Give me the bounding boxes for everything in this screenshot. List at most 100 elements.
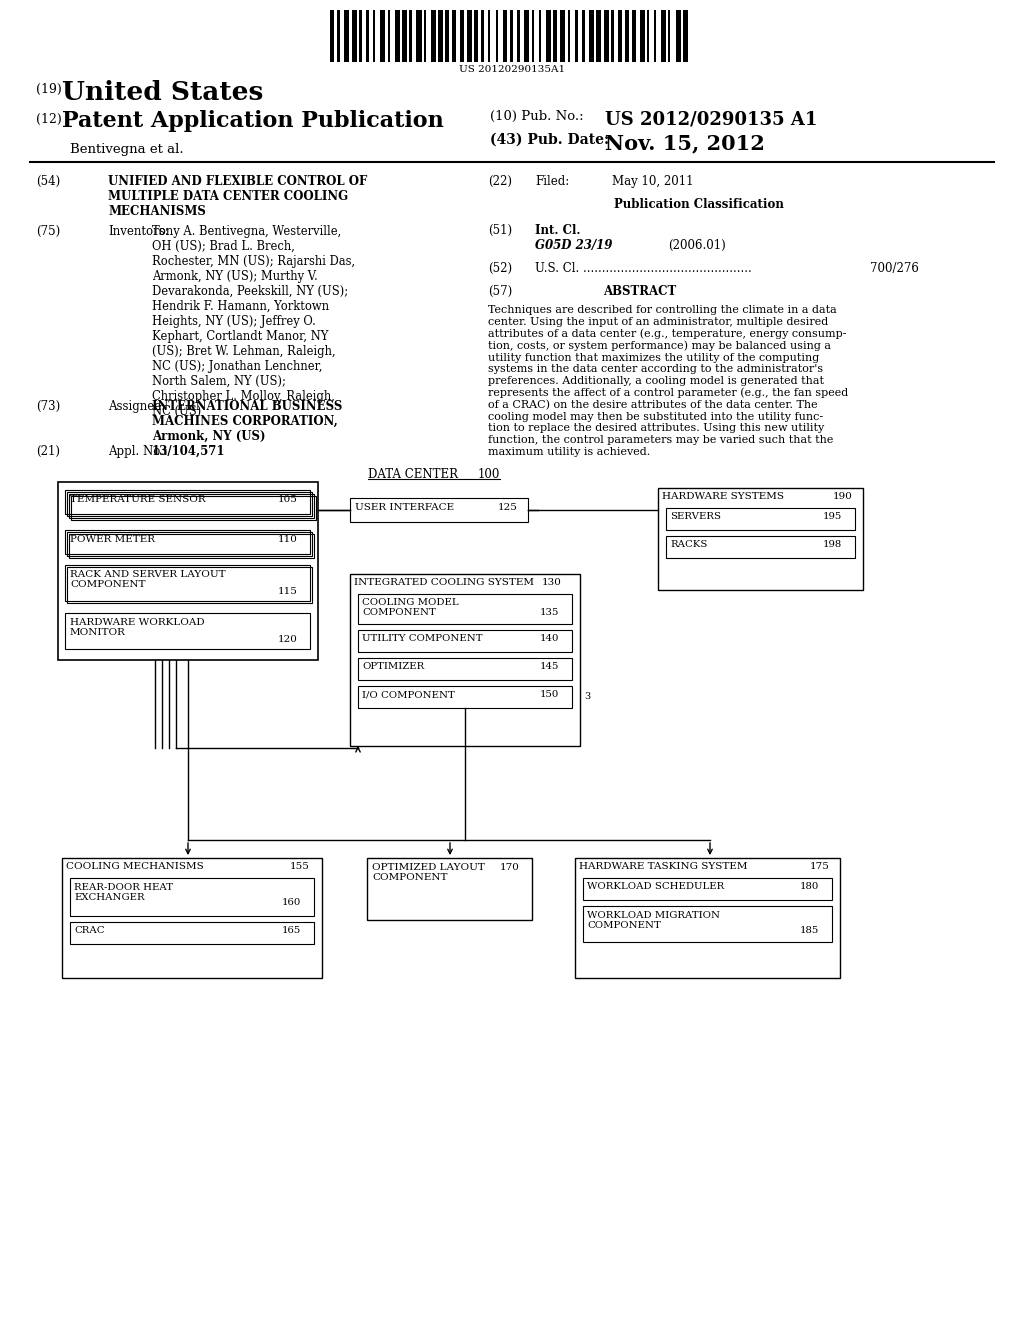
Text: Publication Classification: Publication Classification — [614, 198, 784, 211]
Bar — [65, 531, 310, 554]
Bar — [481, 11, 483, 62]
Bar — [583, 906, 831, 942]
Bar — [71, 496, 316, 520]
Bar — [553, 11, 557, 62]
Text: 155: 155 — [290, 862, 310, 871]
Text: (52): (52) — [488, 261, 512, 275]
Text: 198: 198 — [823, 540, 843, 549]
Text: 185: 185 — [800, 927, 819, 935]
Text: (43) Pub. Date:: (43) Pub. Date: — [490, 133, 609, 147]
Bar — [67, 492, 312, 516]
Text: U.S. Cl. .............................................: U.S. Cl. ...............................… — [535, 261, 752, 275]
Bar — [380, 11, 385, 62]
Text: COOLING MECHANISMS: COOLING MECHANISMS — [66, 862, 204, 871]
Text: 145: 145 — [540, 663, 559, 671]
Text: I/O COMPONENT: I/O COMPONENT — [362, 690, 455, 700]
Bar — [388, 11, 390, 62]
Bar — [67, 532, 312, 556]
Text: INTEGRATED COOLING SYSTEM: INTEGRATED COOLING SYSTEM — [354, 578, 534, 587]
Text: 115: 115 — [278, 587, 298, 597]
Bar — [510, 11, 513, 62]
Text: 105: 105 — [278, 495, 298, 504]
Bar — [640, 11, 645, 62]
Bar — [474, 11, 478, 62]
Text: 140: 140 — [540, 634, 559, 643]
Bar — [358, 11, 362, 62]
Text: SERVERS: SERVERS — [670, 512, 721, 521]
Bar — [610, 11, 613, 62]
Bar — [70, 921, 314, 944]
Bar — [546, 11, 551, 62]
Text: DATA CENTER: DATA CENTER — [368, 469, 458, 480]
Bar — [65, 612, 310, 649]
Text: United States: United States — [62, 81, 263, 106]
Text: 170: 170 — [500, 863, 520, 873]
Text: (12): (12) — [36, 114, 61, 125]
Text: INTERNATIONAL BUSINESS
MACHINES CORPORATION,
Armonk, NY (US): INTERNATIONAL BUSINESS MACHINES CORPORAT… — [152, 400, 342, 444]
Bar — [658, 488, 863, 590]
Text: (21): (21) — [36, 445, 60, 458]
Text: (19): (19) — [36, 83, 61, 96]
Text: 100: 100 — [478, 469, 501, 480]
Bar — [567, 11, 570, 62]
Bar — [574, 11, 578, 62]
Bar — [65, 565, 310, 601]
Text: (57): (57) — [488, 285, 512, 298]
Text: 135: 135 — [540, 609, 559, 616]
Text: Patent Application Publication: Patent Application Publication — [62, 110, 443, 132]
Bar — [410, 11, 413, 62]
Text: UTILITY COMPONENT: UTILITY COMPONENT — [362, 634, 482, 643]
Text: Int. Cl.: Int. Cl. — [535, 224, 581, 238]
Bar — [596, 11, 600, 62]
Text: USER INTERFACE: USER INTERFACE — [355, 503, 454, 512]
Bar — [503, 11, 507, 62]
Bar — [583, 878, 831, 900]
Text: (2006.01): (2006.01) — [668, 239, 726, 252]
Bar — [531, 11, 535, 62]
Bar — [517, 11, 520, 62]
Text: REAR-DOOR HEAT
EXCHANGER: REAR-DOOR HEAT EXCHANGER — [74, 883, 173, 903]
Bar — [337, 11, 340, 62]
Text: US 20120290135A1: US 20120290135A1 — [459, 65, 565, 74]
Bar — [575, 858, 840, 978]
Bar — [654, 11, 656, 62]
Bar — [438, 11, 442, 62]
Text: 110: 110 — [278, 535, 298, 544]
Text: Tony A. Bentivegna, Westerville,
OH (US); Brad L. Brech,
Rochester, MN (US); Raj: Tony A. Bentivegna, Westerville, OH (US)… — [152, 224, 355, 418]
Bar — [662, 11, 666, 62]
Text: WORKLOAD MIGRATION
COMPONENT: WORKLOAD MIGRATION COMPONENT — [587, 911, 720, 931]
Bar — [431, 11, 435, 62]
Bar — [350, 498, 528, 521]
Text: Techniques are described for controlling the climate in a data
center. Using the: Techniques are described for controlling… — [488, 305, 848, 457]
Text: 150: 150 — [540, 690, 559, 700]
Text: 13/104,571: 13/104,571 — [152, 445, 225, 458]
Bar — [539, 11, 542, 62]
Bar — [582, 11, 585, 62]
Text: (54): (54) — [36, 176, 60, 187]
Text: Nov. 15, 2012: Nov. 15, 2012 — [605, 133, 765, 153]
Text: (51): (51) — [488, 224, 512, 238]
Text: CRAC: CRAC — [74, 927, 104, 935]
Bar — [626, 11, 629, 62]
Bar — [460, 11, 465, 62]
Bar — [524, 11, 528, 62]
Bar — [560, 11, 565, 62]
Bar — [467, 11, 472, 62]
Bar — [58, 482, 318, 660]
Text: 130: 130 — [542, 578, 562, 587]
Bar — [69, 494, 314, 517]
Bar — [589, 11, 594, 62]
Bar — [367, 858, 532, 920]
Bar — [683, 11, 688, 62]
Text: COOLING MODEL
COMPONENT: COOLING MODEL COMPONENT — [362, 598, 459, 618]
Text: POWER METER: POWER METER — [70, 535, 155, 544]
Text: (22): (22) — [488, 176, 512, 187]
Text: (73): (73) — [36, 400, 60, 413]
Bar — [351, 11, 356, 62]
Bar — [603, 11, 608, 62]
Bar — [395, 11, 399, 62]
Text: 175: 175 — [810, 862, 829, 871]
Text: WORKLOAD SCHEDULER: WORKLOAD SCHEDULER — [587, 882, 724, 891]
Text: US 2012/0290135 A1: US 2012/0290135 A1 — [605, 110, 817, 128]
Bar — [445, 11, 449, 62]
